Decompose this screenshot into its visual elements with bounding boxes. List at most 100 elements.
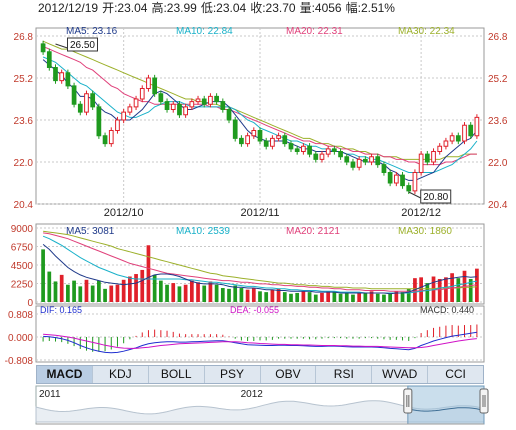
navigator-handles[interactable] (403, 388, 489, 414)
price-panel[interactable]: 26.8 25.2 23.6 22.0 20.4 26.8 25.2 23.6 22.0 20.… (14, 26, 508, 219)
price-candle (319, 153, 325, 160)
volume-bar (239, 288, 244, 302)
volume-bar (233, 285, 238, 302)
volume-bar (189, 280, 194, 302)
tab-macd[interactable]: MACD (37, 366, 93, 383)
volume-bar (208, 281, 213, 302)
volume-panel[interactable]: 9000 6750 4500 2250 0 MA5: 3081 MA10: 2539 MA2… (11, 223, 485, 309)
price-candle (406, 185, 412, 192)
volume-bar (121, 279, 126, 302)
tab-wvad[interactable]: WVAD (372, 366, 429, 383)
volume-ma30-line (43, 230, 477, 290)
volume-bar (115, 284, 120, 302)
volume-bar (84, 279, 89, 302)
volume-bar (177, 286, 182, 302)
volume-bar (388, 293, 392, 302)
price-candle (356, 158, 362, 168)
volume-legend-ma10: MA10: 2539 (176, 226, 230, 237)
tab-obv[interactable]: OBV (261, 366, 317, 383)
price-annotations: 26.50 20.80 (55, 37, 452, 204)
volume-bar (425, 283, 430, 302)
volume-bar (245, 289, 250, 302)
volume-bar (41, 249, 45, 302)
volume-bar (128, 276, 132, 302)
navigator-handle-left[interactable] (403, 388, 413, 414)
volume-bar (183, 284, 188, 302)
navigator-handle-right[interactable] (479, 388, 489, 414)
range-navigator[interactable]: 2011 2012 (35, 385, 489, 425)
price-candle (350, 161, 356, 168)
volume-legend-ma5: MA5: 3081 (66, 226, 115, 237)
volume-yticks: 9000 6750 4500 2250 0 (11, 224, 34, 309)
quote-header: 2012/12/19 开:23.04 高:23.99 低:23.04 收:23.70 量:… (38, 0, 395, 15)
volume-bar (171, 283, 176, 302)
volume-bar (220, 288, 225, 302)
price-ytick-right: 22.0 (488, 158, 508, 169)
macd-legend-macd_bar: MACD: 0.440 (420, 305, 474, 315)
price-candle (164, 101, 170, 110)
volume-bar (382, 294, 386, 302)
price-candles (40, 40, 480, 195)
price-candle (369, 156, 374, 163)
navigator-label: 2011 (39, 389, 61, 400)
volume-bar (332, 292, 337, 302)
navigator-window[interactable] (407, 385, 485, 425)
price-candle (71, 85, 77, 105)
price-candle (294, 148, 300, 152)
price-candle (226, 109, 232, 121)
price-candle (232, 119, 238, 139)
macd-panel[interactable]: 0.808 0.000 -0.808 DIF: 0.165 DEA: -0.055 MA… (5, 305, 485, 367)
price-candle (270, 137, 275, 147)
price-candle (468, 124, 474, 137)
price-candle (431, 151, 436, 163)
volume-bar (456, 278, 461, 302)
volume-bar (357, 292, 362, 302)
volume-bar (289, 293, 293, 302)
price-candle (170, 103, 176, 110)
volume-bar (444, 277, 448, 302)
tab-kdj[interactable]: KDJ (93, 366, 149, 383)
macd-ytick: 0.000 (8, 333, 33, 344)
price-candle (189, 101, 195, 108)
volume-bar (307, 292, 312, 302)
price-legend-ma5: MA5: 23.16 (66, 26, 118, 37)
price-candle (462, 124, 467, 142)
macd-legend-macd_dea: DEA: -0.055 (230, 305, 279, 315)
volume-value: 4056 (315, 1, 342, 15)
volume-bar (109, 285, 114, 302)
price-candle (108, 130, 114, 145)
volume-ytick: 2250 (11, 280, 34, 291)
volume-bar (276, 288, 281, 302)
open-value: 23.04 (117, 1, 147, 15)
price-candle (263, 140, 269, 147)
price-annotation-box (66, 37, 98, 52)
tab-psy[interactable]: PSY (205, 366, 261, 383)
high-value: 23.99 (167, 1, 197, 15)
price-annotation-label: 26.50 (70, 40, 95, 51)
volume-bar (103, 288, 107, 302)
volume-legend: MA5: 3081 MA10: 2539 MA20: 2121 MA30: 1860 (66, 226, 452, 237)
volume-bar (258, 291, 262, 302)
price-xtick: 2012/11 (241, 207, 280, 219)
price-ma30-line (42, 40, 477, 160)
volume-bar (90, 285, 95, 302)
price-candle (381, 164, 387, 173)
tab-boll[interactable]: BOLL (149, 366, 205, 383)
price-candle (307, 145, 312, 155)
price-candle (455, 135, 461, 142)
volume-bar (47, 271, 52, 302)
low-value: 23.04 (216, 1, 246, 15)
volume-bar (66, 284, 70, 302)
price-candle (220, 101, 226, 110)
price-xticks: 2012/10 2012/11 2012/12 (104, 207, 441, 219)
volume-bar (140, 269, 145, 302)
volume-legend-ma30: MA30: 1860 (398, 226, 452, 237)
tab-rsi[interactable]: RSI (316, 366, 373, 383)
change-label: 幅: (346, 0, 361, 15)
volume-bar (251, 288, 256, 302)
price-candle (325, 148, 331, 155)
tab-cci[interactable]: CCI (445, 367, 466, 381)
price-ytick-right: 23.6 (488, 116, 508, 127)
price-annotation-label: 20.80 (423, 192, 448, 203)
